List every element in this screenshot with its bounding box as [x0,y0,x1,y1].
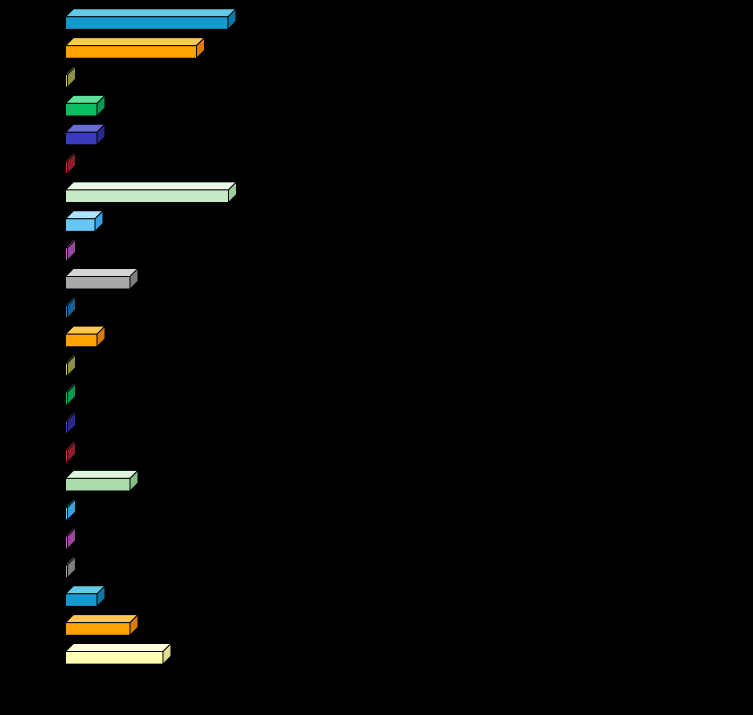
bar-front-face [65,102,98,117]
bar-front-face [65,218,96,232]
bar-top-face [65,469,139,479]
bar-front-face [65,160,68,175]
bar-row-10 [65,267,139,290]
bar-top-face [65,181,237,191]
bar-row-19 [65,527,76,550]
bar-row-8 [65,210,104,232]
bar-row-5 [65,123,106,146]
bar-row-22 [65,614,139,636]
bar-front-face [65,449,68,463]
bar-row-9 [65,239,76,261]
bar-front-face [65,16,229,30]
bar-row-6 [65,152,76,175]
bar-front-face [65,304,68,319]
bar-front-face [65,593,98,607]
bar-front-face [65,535,68,550]
bar-row-17 [65,469,139,492]
bar-front-face [65,45,197,59]
bar-front-face [65,391,68,405]
bar-top-face [65,267,139,277]
bar-front-face [65,131,98,146]
bar-front-face [65,74,68,88]
bar-row-2 [65,37,205,59]
bar-front-face [65,189,229,203]
bar-row-21 [65,585,106,607]
bar-row-18 [65,498,76,521]
bar-front-face [65,651,164,665]
bar-front-face [65,477,131,492]
bar-row-15 [65,412,76,434]
bar-front-face [65,275,131,290]
bar-front-face [65,333,98,348]
bar-row-3 [65,66,76,88]
bar-front-face [65,564,68,579]
bar-top-face [65,8,237,18]
bar-row-12 [65,325,106,348]
bar-front-face [65,420,68,434]
bar-row-7 [65,181,237,203]
bar-row-1 [65,8,237,30]
bar-front-face [65,362,68,377]
bar-row-20 [65,556,76,579]
bar-top-face [65,643,172,652]
bar-front-face [65,506,68,521]
bar-row-4 [65,94,106,117]
bar-front-face [65,247,68,261]
bar-row-14 [65,383,76,405]
bar-row-16 [65,441,76,463]
bar-row-23 [65,643,172,665]
bar-front-face [65,622,131,636]
bar-top-face [65,37,205,47]
bar-top-face [65,614,139,624]
bar-row-11 [65,296,76,319]
bar-row-13 [65,354,76,377]
